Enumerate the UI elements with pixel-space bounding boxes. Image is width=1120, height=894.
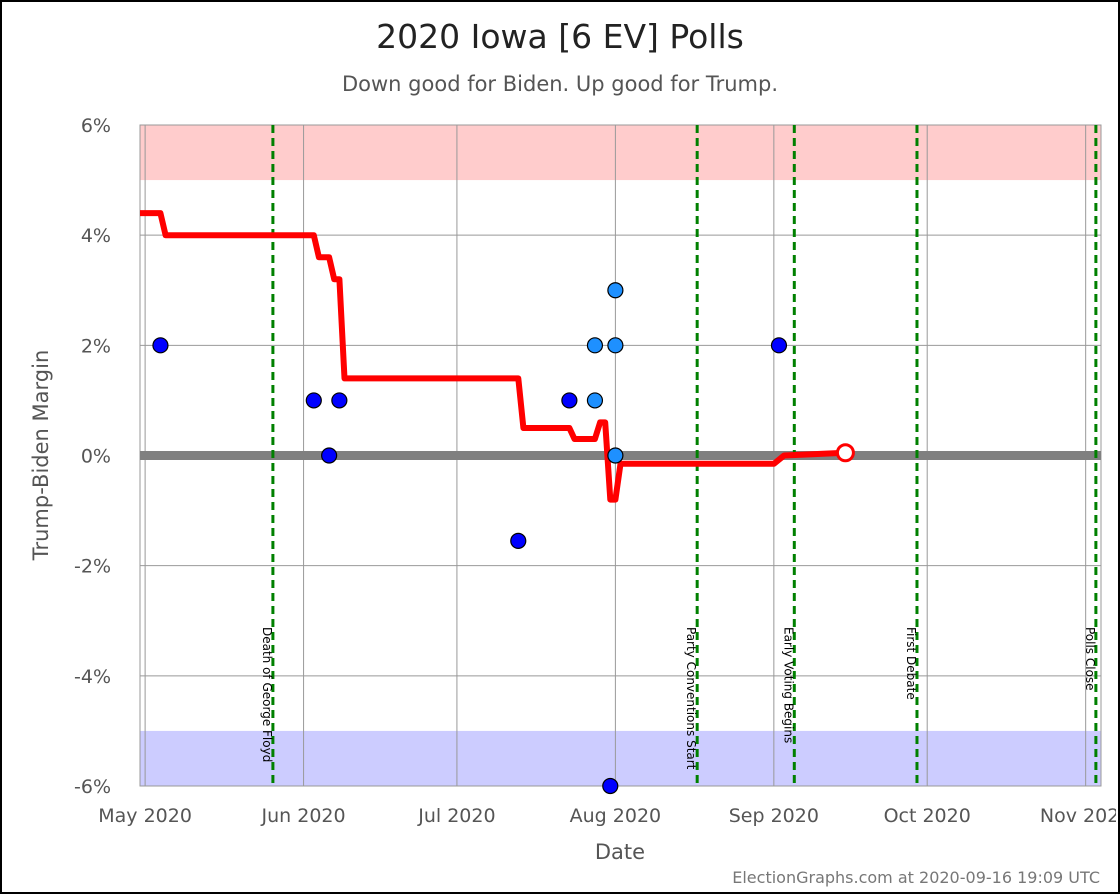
x-tick-label: Jun 2020 (261, 805, 346, 827)
poll-point (607, 447, 624, 464)
current-average-marker (835, 443, 855, 463)
x-tick-label: May 2020 (98, 805, 192, 827)
footer-credit: ElectionGraphs.com at 2020-09-16 19:09 U… (732, 868, 1100, 887)
band-rect (140, 730, 1101, 786)
x-axis-title: Date (595, 840, 645, 864)
poll-point (561, 392, 578, 409)
poll-points (152, 282, 788, 795)
event-label: Polls Close (1083, 627, 1097, 691)
poll-point (602, 777, 619, 795)
y-axis-ticks: 6% 4% 2% 0% -2% -4% -6% (74, 115, 111, 798)
y-tick-label: -2% (74, 556, 111, 578)
event-label: Early Voting Begins (781, 627, 795, 743)
event-label: First Debate (904, 627, 918, 700)
chart-subtitle: Down good for Biden. Up good for Trump. (342, 72, 778, 96)
poll-average (140, 210, 855, 503)
x-tick-label: Aug 2020 (570, 805, 662, 827)
y-tick-label: 0% (81, 446, 111, 468)
x-tick-label: Jul 2020 (417, 805, 495, 827)
x-tick-label: Sep 2020 (729, 805, 819, 827)
average-line (140, 210, 846, 503)
y-tick-label: 4% (81, 225, 111, 247)
y-tick-label: 2% (81, 335, 111, 357)
poll-point (586, 337, 604, 354)
y-tick-label: -6% (74, 776, 111, 798)
poll-point (152, 337, 169, 354)
poll-point (770, 337, 788, 354)
x-tick-label: Nov 2020 (1040, 805, 1116, 827)
y-axis-title: Trump-Biden Margin (29, 350, 53, 562)
chart-title: 2020 Iowa [6 EV] Polls (376, 17, 744, 56)
x-tick-label: Oct 2020 (884, 805, 971, 827)
y-tick-label: -4% (74, 666, 111, 688)
event-label: Death of George Floyd (260, 627, 274, 762)
poll-point (607, 282, 624, 299)
poll-point (305, 392, 322, 409)
band-rect (140, 125, 1101, 181)
poll-point (321, 447, 338, 464)
y-tick-label: 6% (81, 115, 111, 137)
poll-point (331, 392, 348, 409)
threshold-bands (140, 125, 1101, 786)
poll-point (510, 532, 527, 549)
x-axis-ticks: May 2020 Jun 2020 Jul 2020 Aug 2020 Sep 2020… (98, 805, 1116, 827)
event-label: Party Conventions Start (684, 627, 698, 770)
poll-point (586, 392, 604, 409)
poll-point (607, 337, 624, 354)
